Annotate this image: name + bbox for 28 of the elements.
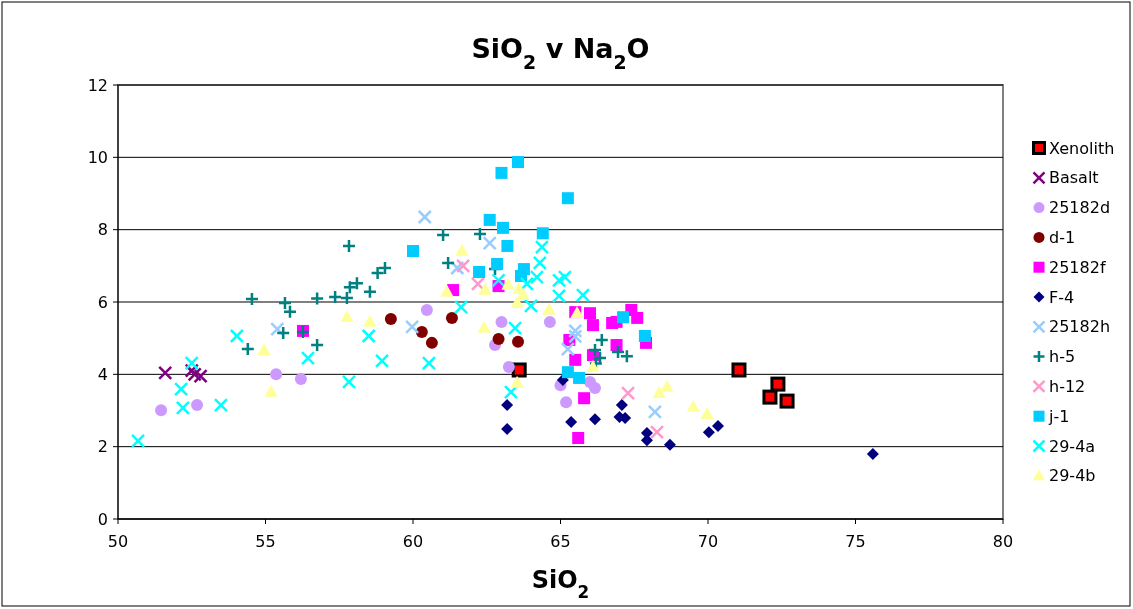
y-tick-label: 4 [97, 364, 108, 384]
x-tick-label: 65 [550, 532, 571, 551]
legend-label: Xenolith [1049, 138, 1115, 158]
x-tick-label: 75 [845, 532, 866, 551]
y-tick-label: 2 [97, 437, 108, 457]
legend-label: 25182f [1049, 257, 1106, 277]
legend-label: d-1 [1049, 228, 1076, 247]
legend-label: h-5 [1049, 347, 1076, 367]
y-tick-label: 8 [97, 220, 108, 240]
legend-label: 29-4a [1049, 436, 1096, 456]
y-tick-label: 12 [87, 75, 108, 95]
legend-label: Basalt [1049, 168, 1099, 188]
x-tick-label: 60 [402, 532, 424, 551]
legend-label: 25182d [1049, 198, 1111, 218]
y-tick-label: 10 [87, 147, 108, 167]
legend-label: F-4 [1049, 287, 1075, 307]
x-tick-label: 70 [697, 532, 719, 551]
legend-label: j-1 [1048, 406, 1070, 426]
legend-label: h-12 [1049, 377, 1086, 396]
legend-label: 25182h [1049, 317, 1111, 337]
legend-label: 29-4b [1049, 466, 1096, 486]
chart-title: SiO$_{2}$ v Na$_{2}$O [471, 33, 650, 73]
y-tick-label: 0 [97, 509, 108, 529]
y-tick-label: 6 [97, 292, 108, 312]
x-tick-label: 80 [992, 532, 1014, 551]
x-axis-title: SiO$_{2}$ [531, 566, 590, 602]
x-tick-label: 50 [107, 532, 129, 551]
x-tick-label: 55 [255, 532, 276, 551]
